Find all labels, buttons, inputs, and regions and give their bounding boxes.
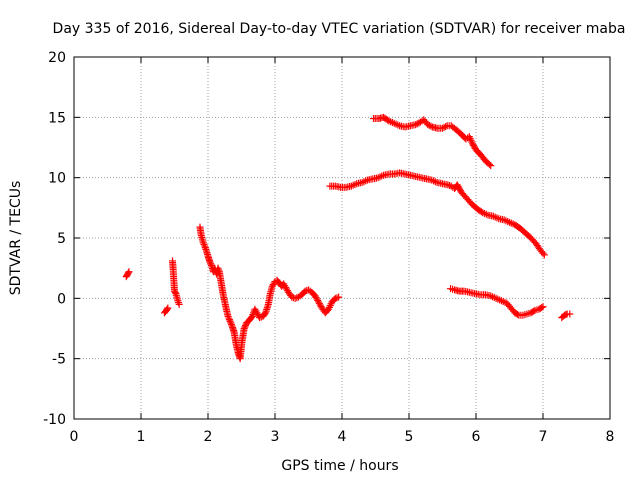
data-point-marker [477,208,485,216]
y-tick-label: 10 [48,171,66,187]
data-point-marker [469,140,477,148]
data-point-marker [442,123,450,131]
data-points [122,113,574,363]
y-tick-label: -10 [43,412,66,428]
x-axis-label: GPS time / hours [281,458,398,474]
data-point-marker [440,123,448,131]
x-tick-label: 6 [472,429,481,445]
data-point-marker [224,312,232,320]
data-point-marker [335,293,343,301]
x-tick-label: 8 [606,429,615,445]
data-point-marker [225,316,233,324]
data-point-marker [311,292,319,300]
data-point-marker [124,269,132,277]
x-tick-label: 3 [271,429,280,445]
x-tick-label: 0 [70,429,79,445]
data-point-marker [412,121,420,129]
data-point-marker [207,260,215,268]
data-point-marker [427,122,435,130]
data-point-marker [240,325,248,332]
data-point-marker [242,321,250,329]
data-point-marker [514,310,522,318]
data-point-marker [331,294,339,302]
data-point-marker [487,162,495,170]
data-point-marker [175,300,183,308]
data-point-marker [539,249,547,257]
y-tick-label: 15 [48,110,66,126]
x-tick-label: 2 [204,429,213,445]
data-point-marker [225,314,233,322]
data-point-marker [413,120,421,128]
data-point-marker [333,294,341,302]
y-tick-label: 5 [57,231,66,247]
data-point-marker [226,317,234,325]
data-point-marker [313,295,321,303]
data-point-marker [174,297,182,305]
data-point-marker [424,121,432,129]
x-tick-label: 1 [137,429,146,445]
data-point-marker [444,181,452,189]
data-point-marker [288,293,296,301]
data-point-marker [315,299,323,307]
data-point-marker [439,124,446,132]
data-point-marker [206,258,214,266]
y-tick-label: 0 [57,291,66,307]
data-point-marker [384,116,392,124]
data-point-marker [566,310,574,318]
x-tick-label: 4 [338,429,347,445]
data-point-marker [539,303,547,311]
grid-lines [74,57,610,419]
data-point-marker [316,301,324,309]
y-axis-label: SDTVAR / TECUs [8,181,24,296]
data-point-marker [530,307,538,315]
data-point-marker [227,320,235,328]
data-point-marker [199,239,207,247]
chart-title: Day 335 of 2016, Sidereal Day-to-day VTE… [53,21,626,37]
data-point-marker [241,323,249,331]
data-point-marker [485,160,493,168]
data-point-marker [200,240,208,248]
y-tick-label: 20 [48,50,66,66]
data-point-marker [171,288,179,296]
data-point-marker [312,293,320,301]
data-point-marker [291,294,299,302]
data-point-marker [314,296,322,304]
data-point-marker [315,298,323,306]
data-point-marker [425,121,433,129]
data-point-marker [175,299,183,307]
data-point-marker [470,143,478,151]
data-point-marker [227,319,235,327]
data-point-marker [163,305,171,313]
data-point-marker [201,242,209,250]
data-point-marker [540,251,548,259]
x-tick-label: 5 [405,429,414,445]
x-axis-ticks: 0 1 2 3 4 5 6 7 8 [70,57,615,445]
x-tick-label: 7 [539,429,548,445]
data-point-marker [164,304,172,312]
data-point-marker [256,314,264,322]
data-point-marker [247,314,255,322]
data-point-marker [562,311,570,319]
data-point-marker [125,268,133,276]
y-tick-label: -5 [52,352,66,368]
data-point-marker [538,304,546,312]
data-point-marker [303,286,311,294]
data-point-marker [469,141,477,149]
y-axis-ticks: -10 -5 0 5 10 15 20 [43,50,610,428]
